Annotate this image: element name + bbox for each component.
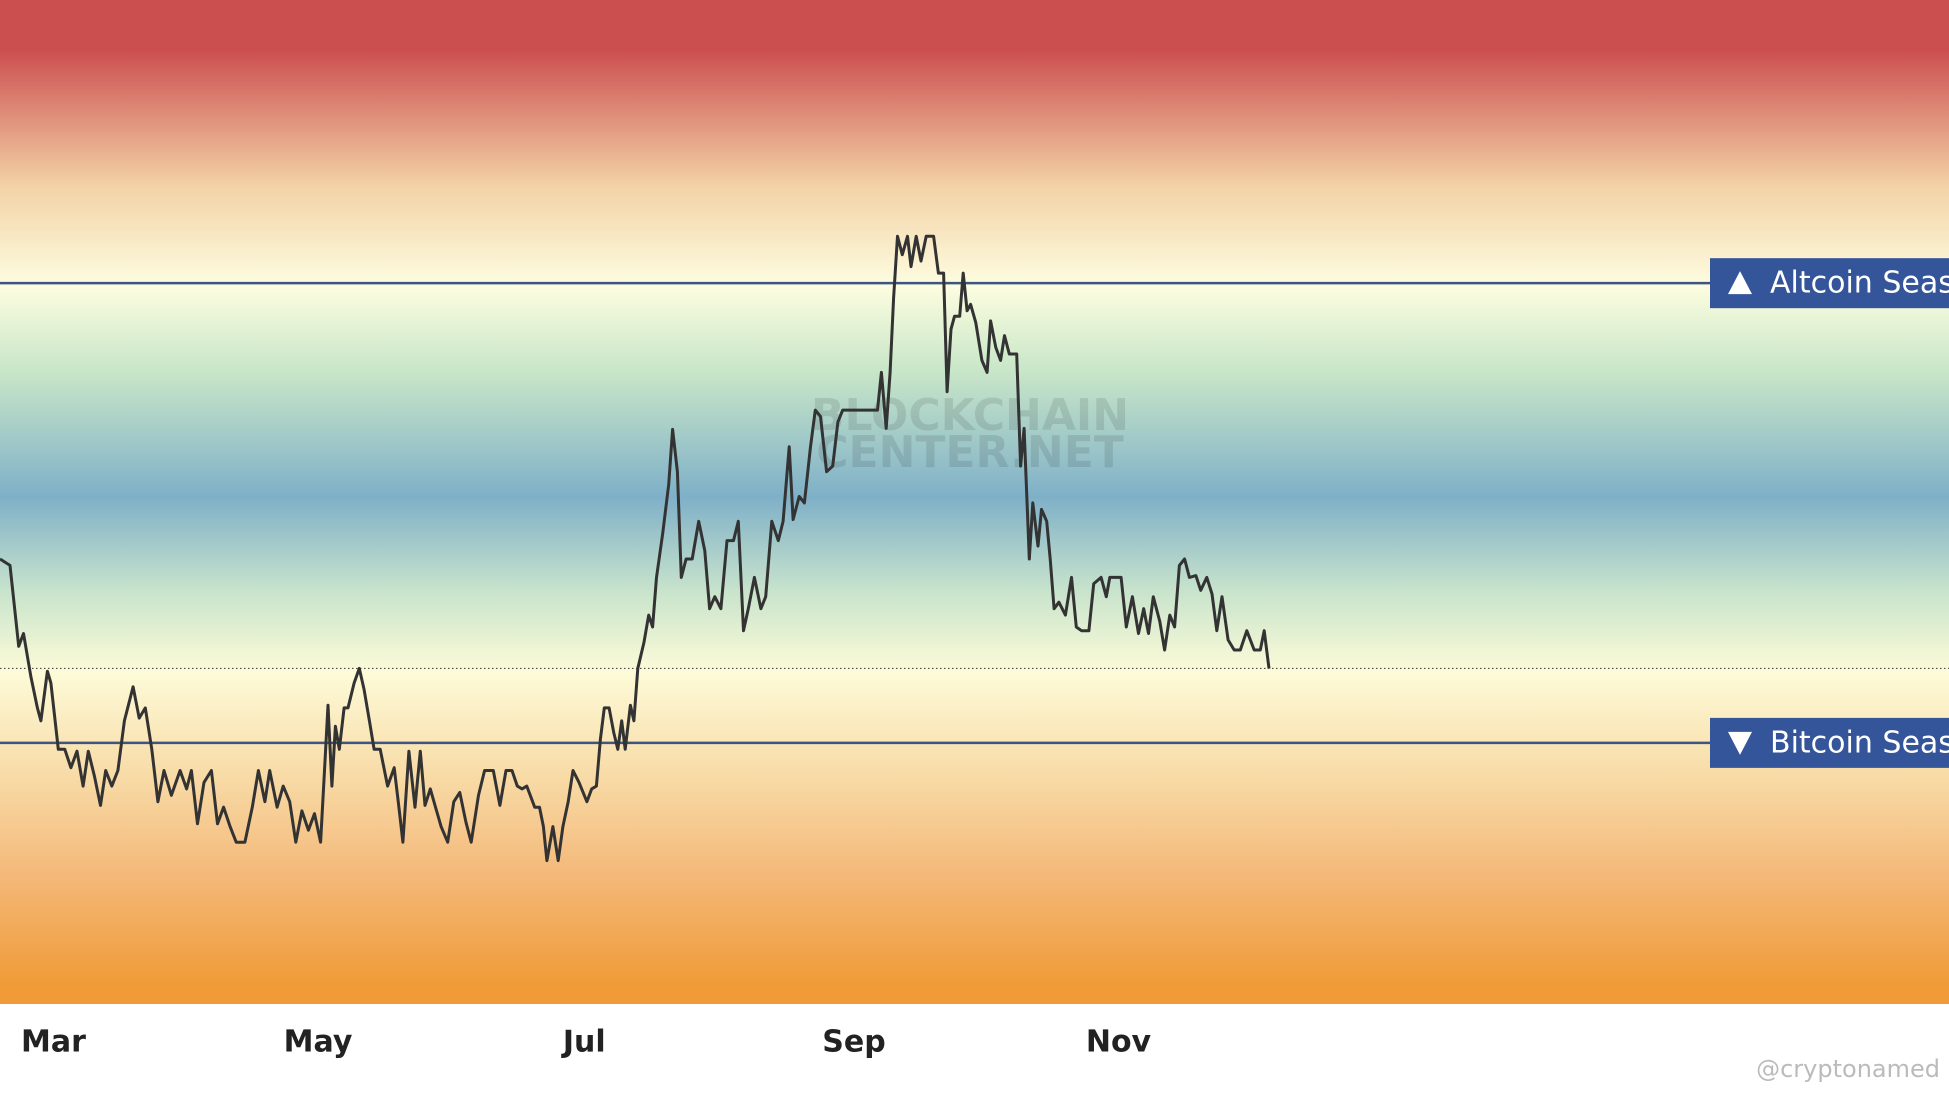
threshold-text: Bitcoin Season (1770, 725, 1949, 760)
threshold-label: Altcoin Season (1710, 258, 1949, 309)
x-tick-label: Mar (21, 1025, 86, 1060)
x-tick-label: Sep (822, 1025, 885, 1060)
threshold-label: Bitcoin Season (1710, 717, 1949, 768)
series-line (0, 234, 1271, 863)
plot-background (0, 0, 1949, 1004)
credit: @cryptonamed (1756, 1055, 1940, 1083)
x-tick-label: Jul (561, 1025, 606, 1060)
label-arrow (1728, 271, 1752, 295)
threshold-text: Altcoin Season (1770, 266, 1949, 301)
x-tick-label: Nov (1086, 1025, 1152, 1060)
label-arrow (1728, 731, 1752, 755)
watermark: CENTER.NET (816, 427, 1124, 478)
label-box (1710, 258, 1949, 309)
watermark: BLOCKCHAIN (811, 390, 1129, 441)
label-box (1710, 717, 1949, 768)
x-tick-label: May (284, 1025, 353, 1060)
